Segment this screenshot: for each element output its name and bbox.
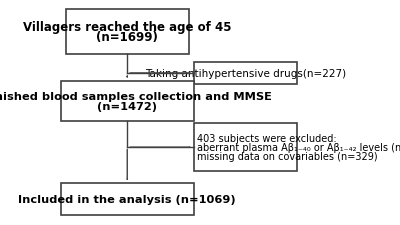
Text: 403 subjects were excluded:: 403 subjects were excluded: <box>197 133 337 143</box>
FancyBboxPatch shape <box>66 10 189 55</box>
Text: Included in the analysis (n=1069): Included in the analysis (n=1069) <box>18 194 236 204</box>
FancyBboxPatch shape <box>61 184 194 215</box>
FancyBboxPatch shape <box>61 81 194 122</box>
FancyBboxPatch shape <box>194 63 297 85</box>
Text: Villagers reached the age of 45: Villagers reached the age of 45 <box>23 21 232 34</box>
Text: Finished blood samples collection and MMSE: Finished blood samples collection and MM… <box>0 91 272 101</box>
Text: Taking antihypertensive drugs(n=227): Taking antihypertensive drugs(n=227) <box>145 69 346 79</box>
Text: (n=1699): (n=1699) <box>96 31 158 44</box>
Text: missing data on covariables (n=329): missing data on covariables (n=329) <box>197 152 378 162</box>
Text: (n=1472): (n=1472) <box>97 101 157 111</box>
FancyBboxPatch shape <box>194 124 297 171</box>
Text: aberrant plasma Aβ₁₋₄₀ or Aβ₁₋₄₂ levels (n=74): aberrant plasma Aβ₁₋₄₀ or Aβ₁₋₄₂ levels … <box>197 142 400 153</box>
